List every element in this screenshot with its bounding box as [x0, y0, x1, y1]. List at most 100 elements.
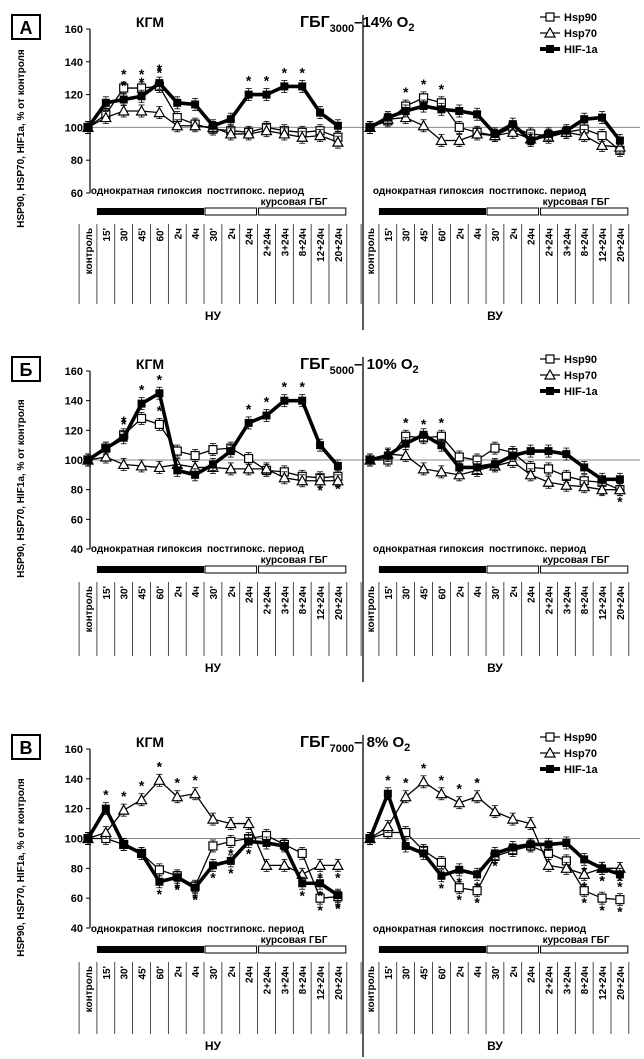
x-tick-label: 15' [102, 228, 113, 242]
panel-В: В HSP90, HSP70, HIF1a, % от контроля 40 60 8… [11, 732, 640, 1057]
x-tick-label: 2ч [509, 966, 520, 978]
legend-marker-filled [546, 387, 554, 395]
point-hif1a [262, 838, 271, 847]
x-tick-label: 4ч [473, 586, 484, 598]
point-hsp70 [417, 119, 430, 131]
legend-marker-square [545, 12, 555, 22]
point-hsp70 [542, 859, 555, 870]
x-tick-label: 12+24ч [316, 586, 327, 620]
y-tick-label: 40 [71, 923, 83, 935]
point-hif1a [280, 82, 289, 91]
x-tick-label: 8+24ч [580, 966, 591, 995]
point-hsp70 [117, 458, 130, 470]
point-hsp70 [524, 468, 537, 480]
x-tick-label: 30' [491, 586, 502, 600]
point-hif1a [84, 456, 92, 464]
point-hsp70 [506, 126, 519, 137]
point-hsp70 [435, 465, 448, 477]
point-hif1a [333, 461, 342, 470]
point-hsp90 [490, 443, 500, 453]
x-tick-label: 3+24ч [562, 966, 573, 995]
point-hsp70 [153, 106, 166, 118]
y-tick-label: 160 [65, 24, 83, 36]
significance-star: * [421, 416, 427, 432]
point-hif1a [526, 447, 535, 456]
x-tick-label: 15' [384, 966, 395, 980]
x-tick-label: 4ч [191, 586, 202, 598]
left-title: КГМ [136, 14, 164, 30]
point-hif1a [101, 444, 110, 453]
point-hif1a [401, 107, 410, 115]
point-hsp70 [542, 476, 555, 487]
point-hif1a [490, 129, 499, 138]
phase-bar-posthypoxic [486, 945, 540, 954]
point-hsp70 [296, 474, 309, 486]
point-hsp70 [578, 129, 591, 141]
panel-label-box [11, 734, 41, 760]
point-hsp70 [224, 817, 237, 829]
significance-star: * [175, 775, 181, 791]
significance-star: * [617, 904, 623, 920]
phase-bar-course [540, 945, 629, 954]
significance-star: * [421, 760, 427, 776]
point-hif1a [155, 877, 164, 886]
point-hif1a [366, 123, 374, 132]
phase-label-2: курсовая ГБГ [261, 555, 328, 566]
legend-item-Hsp70: Hsp70 [540, 746, 597, 760]
phase-label-2: курсовая ГБГ [543, 935, 610, 946]
phase-bar-single-hypoxia [378, 946, 487, 953]
point-hsp70 [331, 474, 344, 486]
significance-star: * [228, 865, 234, 881]
phase-bar-course [540, 565, 629, 574]
title-rest: –14% O [354, 14, 409, 31]
significance-star: * [139, 778, 145, 794]
significance-star: * [599, 872, 605, 888]
phase-label-0: однократная гипоксия [91, 924, 202, 935]
phase-bar-posthypoxic [204, 207, 258, 216]
significance-star: * [335, 480, 341, 496]
point-hsp90 [154, 865, 164, 875]
x-tick-label: 20+24ч [616, 966, 627, 1000]
phase-bar-course [258, 945, 347, 954]
point-hif1a [473, 110, 482, 119]
phase-bar-posthypoxic [486, 207, 540, 216]
point-hif1a [298, 82, 307, 91]
significance-star: * [121, 416, 127, 432]
point-hsp70 [399, 790, 412, 802]
significance-star: * [121, 78, 127, 94]
significance-star: * [599, 872, 605, 888]
legend-marker-triangle [543, 368, 557, 380]
point-hif1a [191, 100, 200, 109]
x-tick-label: 2+24ч [263, 966, 274, 995]
x-tick-label: 30' [209, 586, 220, 600]
phase-label-1: постгипокс. период [489, 924, 587, 935]
y-tick-label: 140 [65, 396, 83, 408]
point-hif1a [562, 450, 571, 459]
panel-label-box [11, 356, 41, 382]
x-tick-label: 15' [384, 586, 395, 600]
x-tick-label: контроль [366, 228, 377, 274]
group-label: ВУ [487, 661, 503, 675]
significance-star: * [175, 881, 181, 897]
phase-label-2: курсовая ГБГ [261, 197, 328, 208]
series-HIF-1a [366, 428, 624, 486]
point-hsp70 [278, 471, 291, 483]
significance-star: * [139, 66, 145, 82]
point-hsp70 [506, 812, 519, 824]
significance-star: * [192, 892, 198, 908]
legend-marker-filled [546, 765, 554, 773]
y-tick-label: 160 [65, 366, 83, 378]
legend-label: Hsp90 [564, 12, 597, 24]
significance-star: * [581, 895, 587, 911]
point-hif1a [508, 451, 517, 460]
point-hif1a [101, 804, 110, 813]
group-НУ: контроль 15' 30' 45' 60' 2ч 4ч 30' 2ч 24ч 2+24ч 3+2… [78, 758, 348, 1053]
point-hif1a [119, 433, 128, 442]
phase-label-1: постгипокс. период [207, 924, 305, 935]
y-axis-label: HSP90, HSP70, HIF1a, % от контроля [16, 778, 27, 957]
point-hsp70 [153, 461, 166, 473]
significance-star: * [474, 775, 480, 791]
point-hsp70 [99, 450, 112, 462]
point-hsp70 [242, 127, 255, 139]
phase-label-0: однократная гипоксия [373, 924, 484, 935]
